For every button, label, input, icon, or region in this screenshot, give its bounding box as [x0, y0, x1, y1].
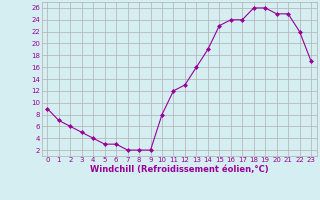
X-axis label: Windchill (Refroidissement éolien,°C): Windchill (Refroidissement éolien,°C) [90, 165, 268, 174]
